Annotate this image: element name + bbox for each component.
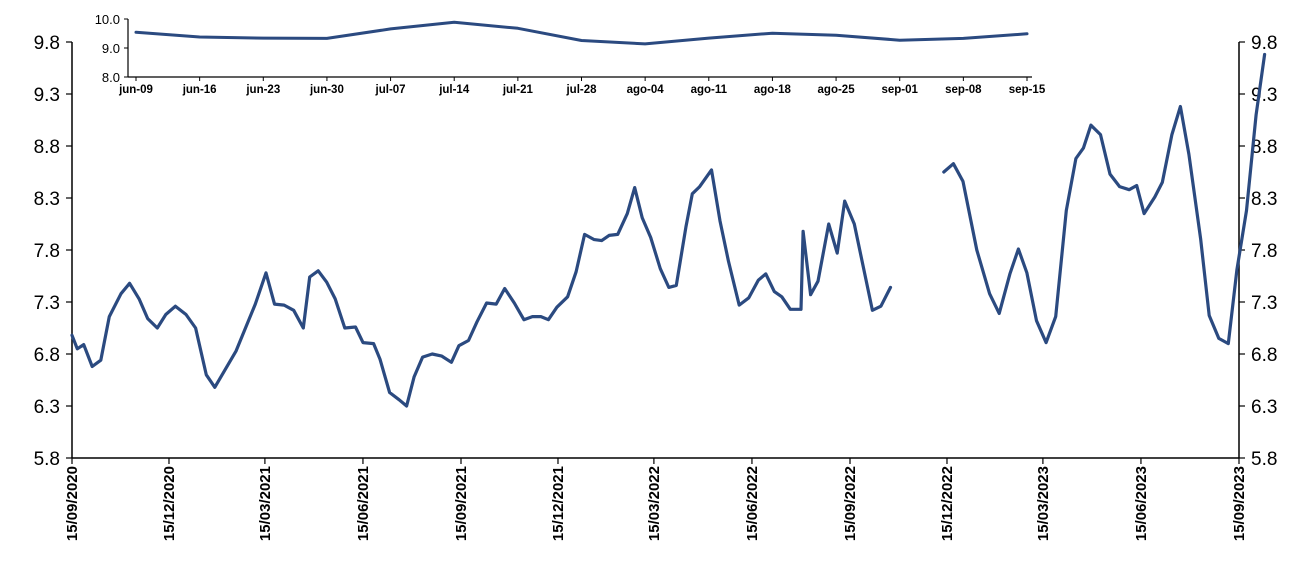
y-tick-label-right: 9.8 [1251,33,1277,54]
y-tick-label: 8.8 [34,137,60,158]
inset-series [134,20,1029,46]
x-tick-label: 15/12/2020 [161,466,178,541]
inset-x-tick-label: jul-14 [438,84,470,96]
y-tick-label: 6.8 [34,345,60,366]
y-tick-label-right: 8.3 [1251,189,1277,210]
y-tick-label: 9.8 [34,33,60,54]
series-line-segment [70,168,893,408]
inset-x-tick-label: jun-09 [118,84,153,96]
inset-y-tick-label: 9.0 [102,41,120,56]
inset-y-tick-label: 8.0 [102,70,120,85]
x-tick-label: 15/06/2022 [744,466,761,541]
y-tick-label-right: 8.8 [1251,137,1277,158]
x-tick-label: 15/09/2023 [1231,466,1248,541]
x-tick-label: 15/12/2021 [550,466,567,541]
y-tick-label: 9.3 [34,85,60,106]
inset-x-tick-label: sep-08 [945,84,982,96]
inset-x-tick-label: ago-18 [754,84,792,96]
inset-x-tick-label: jul-21 [502,84,534,96]
y-tick-label: 5.8 [34,449,60,470]
inset-x-tick-label: jun-30 [309,84,344,96]
inset-x-tick-label: ago-11 [691,84,728,96]
x-tick-label: 15/09/2022 [842,466,859,541]
inset-y-tick-label: 10.0 [95,12,120,27]
x-tick-label: 15/12/2022 [939,466,956,541]
x-tick-label: 15/09/2021 [453,466,470,541]
y-tick-label: 7.3 [34,293,60,314]
inset-x-tick-label: jul-07 [375,84,406,96]
series-line-segment [942,52,1267,346]
y-tick-label-right: 7.8 [1251,241,1277,262]
x-tick-label: 15/09/2020 [64,466,81,541]
x-tick-label: 15/03/2021 [257,466,274,541]
inset-x-tick-label: sep-01 [881,84,918,96]
inset-x-tick-label: sep-15 [1009,84,1046,96]
inset-x-tick-label: jun-16 [182,84,217,96]
y-tick-label: 7.8 [34,241,60,262]
inset-x-tick-label: jul-28 [565,84,597,96]
inset-axes: 8.0 9.0 10.0 jun-09 jun-16 jun-23 jun-30 jul-07… [95,12,1046,96]
y-tick-label: 8.3 [34,189,60,210]
y-tick-label-right: 7.3 [1251,293,1277,314]
main-series [70,52,1267,408]
y-tick-label-right: 9.3 [1251,85,1277,106]
main-axes: 5.8 5.8 6.3 6.3 6.8 6.8 7.3 7.3 7.8 7.8 8.3 8.3 8.8 8… [34,33,1278,541]
y-tick-label-right: 5.8 [1251,449,1277,470]
y-tick-label-right: 6.3 [1251,397,1277,418]
x-tick-label: 15/03/2022 [646,466,663,541]
x-tick-label: 15/03/2023 [1035,466,1052,541]
inset-x-tick-label: ago-04 [627,84,665,96]
inset-series-line [134,20,1029,46]
inset-x-tick-label: ago-25 [818,84,856,96]
y-tick-label: 6.3 [34,397,60,418]
x-tick-label: 15/06/2021 [355,466,372,541]
x-tick-label: 15/06/2023 [1133,466,1150,541]
y-tick-label-right: 6.8 [1251,345,1277,366]
inset-x-tick-label: jun-23 [245,84,280,96]
